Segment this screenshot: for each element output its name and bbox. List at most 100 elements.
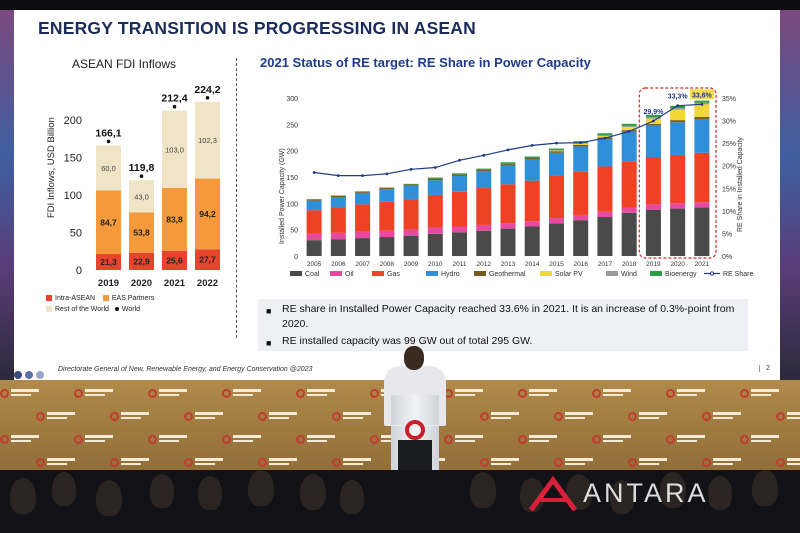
- fdi-y-tick-label: 50: [70, 228, 82, 240]
- sponsor-logo-tile: [184, 457, 226, 467]
- sponsor-logo-tile: [444, 388, 486, 398]
- re-bar-segment: [597, 135, 613, 136]
- fdi-bar-segment: [96, 254, 121, 270]
- re-bar-segment: [306, 210, 322, 234]
- re-bar-segment: [379, 230, 395, 238]
- re-bar-segment: [306, 233, 322, 241]
- sponsor-logo-tile: [666, 434, 708, 444]
- re-bar-segment: [694, 100, 710, 103]
- sponsor-logo-tile: [110, 411, 152, 421]
- re-bar-segment: [355, 231, 371, 239]
- logo-mark: [751, 435, 779, 438]
- re-y-axis-label: Installed Power Capacity (GW): [279, 148, 286, 244]
- re-bar-segment: [597, 217, 613, 256]
- panel-divider: [236, 58, 237, 338]
- re-share-point: [676, 104, 680, 108]
- re-bar-segment: [330, 239, 346, 256]
- sponsor-logo-tile: [592, 388, 634, 398]
- logo-mark: [195, 463, 215, 465]
- re-x-tick-label: 2010: [428, 261, 443, 268]
- fdi-total-label: 166,1: [95, 127, 121, 139]
- logo-mark: [713, 463, 733, 465]
- fdi-data-label: 21,3: [100, 257, 117, 267]
- legend-swatch-intra: [46, 294, 52, 301]
- logo-mark: [776, 412, 785, 421]
- re-y2-tick-label: 15%: [722, 186, 736, 193]
- re-x-tick-label: 2008: [380, 261, 395, 268]
- fdi-y-axis-label: FDI Inflows, USD Billion: [46, 117, 57, 218]
- re-legend-label: Hydro: [441, 271, 460, 278]
- sponsor-logo-tile: [702, 457, 744, 467]
- re-bar-segment: [548, 175, 564, 219]
- sponsor-logo-tile: [258, 411, 300, 421]
- logo-mark: [159, 440, 179, 442]
- legend-world: World: [121, 306, 141, 313]
- sponsor-logo-tile: [222, 434, 264, 444]
- logo-mark: [307, 394, 327, 396]
- sponsor-logo-tile: [518, 388, 560, 398]
- fdi-bar-segment: [96, 190, 121, 255]
- logo-mark: [529, 435, 557, 438]
- logo-mark: [455, 435, 483, 438]
- re-share-point: [579, 141, 583, 145]
- fdi-data-label: 83,8: [166, 214, 183, 224]
- sponsor-logo-tile: [36, 411, 78, 421]
- logo-mark: [233, 394, 253, 396]
- re-x-tick-label: 2016: [573, 261, 588, 268]
- re-y2-tick-label: 35%: [722, 96, 736, 103]
- re-bar-segment: [427, 177, 443, 179]
- re-bar-segment: [379, 187, 395, 189]
- logo-mark: [36, 458, 45, 467]
- re-bar-segment: [621, 207, 637, 213]
- re-legend-label: Coal: [305, 271, 320, 278]
- re-bar-segment: [548, 218, 564, 224]
- sponsor-logo-tile: [776, 457, 800, 467]
- audience-head: [150, 474, 174, 508]
- audience-head: [52, 472, 76, 506]
- fdi-bar-segment: [96, 145, 121, 191]
- logo-mark: [529, 389, 557, 392]
- re-bar-segment: [330, 195, 346, 198]
- logo-mark: [639, 417, 659, 419]
- re-x-tick-label: 2014: [525, 261, 540, 268]
- speaker-head: [404, 346, 424, 370]
- logo-mark: [11, 440, 31, 442]
- sponsor-logo-tile: [592, 434, 634, 444]
- re-x-tick-label: 2013: [501, 261, 516, 268]
- re-bar-segment: [524, 221, 540, 227]
- re-share-point: [433, 166, 437, 169]
- logo-mark: [74, 389, 83, 398]
- logo-mark: [491, 458, 519, 461]
- re-bar-segment: [403, 184, 419, 186]
- logo-mark: [603, 435, 631, 438]
- footer-dot: [25, 371, 33, 379]
- sponsor-logo-tile: [296, 388, 338, 398]
- re-x-tick-label: 2020: [670, 261, 685, 268]
- re-x-tick-label: 2017: [598, 261, 613, 268]
- re-bar-segment: [330, 195, 346, 196]
- logo-mark: [554, 412, 563, 421]
- re-bar-segment: [524, 180, 540, 222]
- re-bar-segment: [452, 175, 468, 192]
- fdi-total-label: 224,2: [194, 84, 220, 96]
- logo-mark: [491, 417, 511, 419]
- logo-mark: [787, 458, 800, 461]
- logo-mark: [74, 435, 83, 444]
- logo-mark: [751, 394, 771, 396]
- logo-mark: [751, 440, 771, 442]
- note-re-capacity: RE installed capacity was 99 GW out of t…: [282, 335, 533, 347]
- re-legend-swatch: [650, 271, 662, 276]
- re-bar-segment: [645, 123, 661, 126]
- re-legend-swatch: [426, 271, 438, 276]
- legend-swatch-eas: [102, 294, 109, 301]
- re-bar-segment: [548, 151, 564, 153]
- stage-lighting-right: [780, 10, 800, 380]
- re-share-label: 33,6%: [692, 92, 713, 99]
- sponsor-logo-tile: [740, 388, 782, 398]
- logo-mark: [628, 458, 637, 467]
- re-legend-label: Geothermal: [489, 271, 526, 278]
- re-y2-tick-label: 10%: [722, 209, 736, 216]
- logo-mark: [343, 458, 371, 461]
- fdi-total-marker: [106, 139, 111, 144]
- logo-mark: [222, 389, 231, 398]
